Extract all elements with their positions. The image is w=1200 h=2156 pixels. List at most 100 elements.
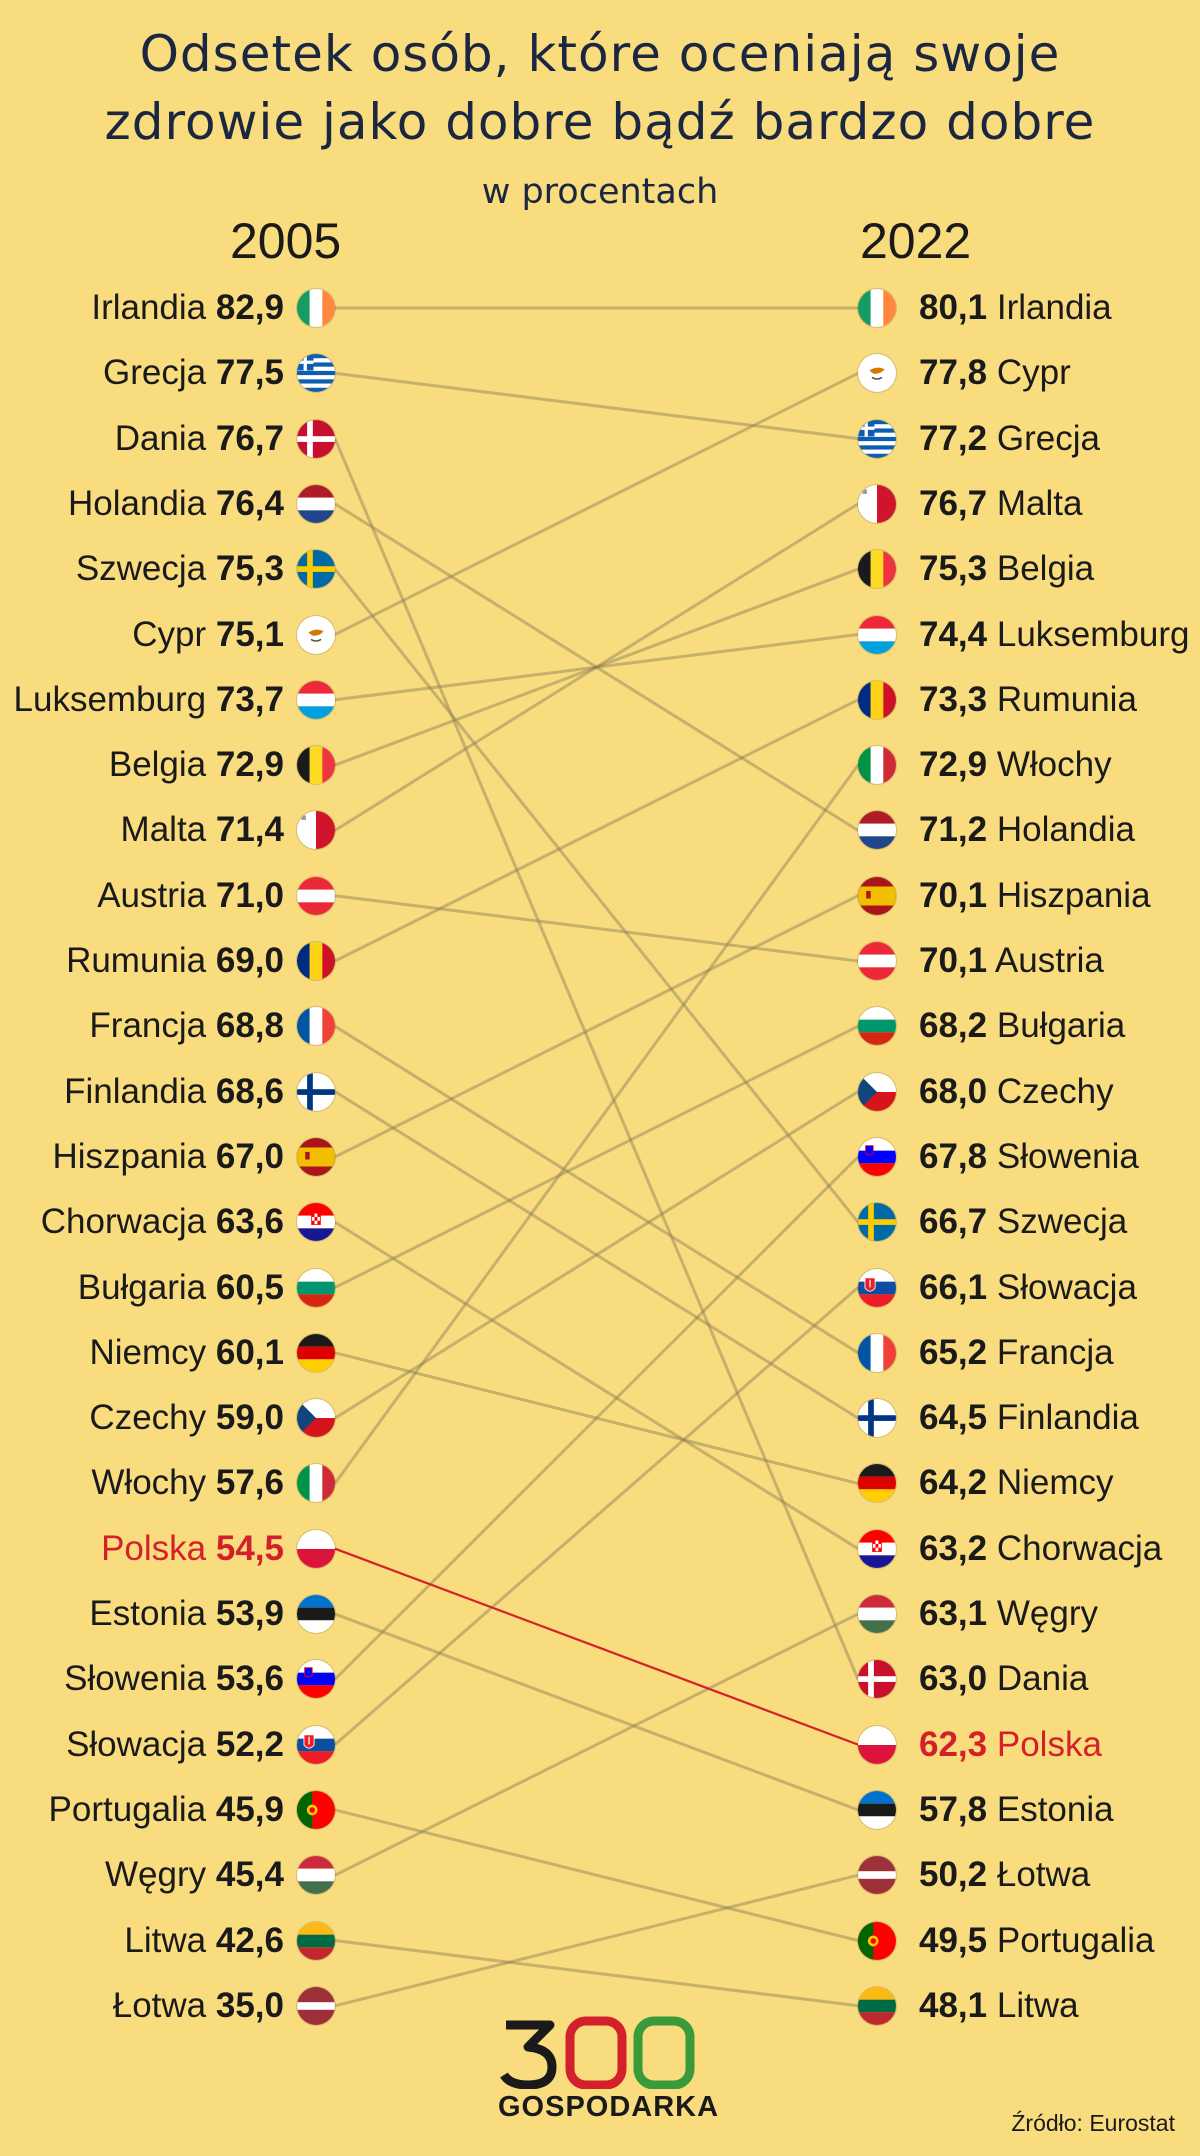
connector-węgry: [334, 1612, 859, 1877]
country-name: Słowacja: [66, 1724, 207, 1764]
country-name: Litwa: [124, 1920, 207, 1960]
value-label: 63,0: [919, 1659, 988, 1699]
value-label: 60,5: [215, 1267, 284, 1307]
country-name: Chorwacja: [40, 1202, 207, 1242]
country-name: Malta: [996, 483, 1083, 523]
flag-lu-icon: [297, 680, 335, 719]
value-label: 76,7: [215, 418, 284, 458]
source-note: Źródło: Eurostat: [1011, 2110, 1175, 2136]
row-2022-be: 75,3 Belgia: [919, 549, 1094, 589]
value-label: 72,9: [919, 745, 988, 785]
connector-holandia: [334, 502, 859, 832]
row-2022-ie: 80,1 Irlandia: [919, 288, 1112, 328]
row-2005-bg: Bułgaria 60,5: [78, 1268, 284, 1308]
country-name: Dania: [996, 1659, 1089, 1699]
country-name: Holandia: [996, 810, 1136, 850]
flag-se-icon: [858, 1203, 896, 1242]
connector-rumunia: [334, 698, 859, 963]
row-2005-lt: Litwa 42,6: [124, 1921, 284, 1961]
country-name: Cypr: [132, 614, 207, 654]
flag-ie-icon: [297, 289, 335, 327]
row-2022-lu: 74,4 Luksemburg: [919, 615, 1189, 655]
country-name: Hiszpania: [52, 1136, 207, 1176]
country-name: Włochy: [91, 1463, 207, 1503]
value-label: 50,2: [919, 1855, 988, 1895]
row-2022-lv: 50,2 Łotwa: [919, 1855, 1090, 1895]
flag-fr-icon: [297, 1007, 335, 1046]
flag-at-icon: [858, 942, 896, 980]
country-name: Holandia: [67, 483, 207, 523]
value-label: 67,8: [919, 1136, 988, 1176]
country-name: Portugalia: [996, 1920, 1155, 1960]
value-label: 70,1: [919, 941, 988, 980]
value-label: 63,1: [919, 1594, 988, 1633]
value-label: 75,3: [215, 549, 284, 589]
country-name: Finlandia: [996, 1398, 1139, 1438]
row-2022-hr: 63,2 Chorwacja: [919, 1529, 1162, 1569]
value-label: 71,4: [215, 810, 284, 850]
connector-finlandia: [334, 1090, 859, 1420]
country-name: Czechy: [89, 1398, 207, 1438]
value-label: 65,2: [919, 1332, 988, 1372]
row-2022-it: 72,9 Włochy: [919, 745, 1112, 785]
flag-es-icon: [297, 1137, 335, 1176]
row-2005-lv: Łotwa 35,0: [113, 1986, 284, 2026]
row-2005-si: Słowenia 53,6: [64, 1659, 284, 1699]
flag-fi-icon: [297, 1072, 335, 1111]
connector-bułgaria: [334, 1024, 859, 1289]
value-label: 64,5: [919, 1398, 988, 1438]
connector-chorwacja: [334, 1220, 859, 1550]
country-name: Estonia: [89, 1594, 207, 1633]
connector-polska: [334, 1547, 859, 1746]
value-label: 76,7: [919, 483, 988, 523]
value-label: 67,0: [215, 1136, 284, 1176]
flag-gr-icon: [858, 419, 896, 458]
value-label: 68,0: [919, 1071, 988, 1111]
flag-bg-icon: [297, 1268, 335, 1307]
flag-sk-icon: [297, 1725, 335, 1764]
flag-fi-icon: [858, 1399, 896, 1438]
flag-nl-icon: [297, 484, 335, 523]
row-2022-fr: 65,2 Francja: [919, 1333, 1114, 1373]
value-label: 72,9: [215, 745, 284, 785]
country-name: Belgia: [996, 549, 1095, 589]
value-label: 76,4: [215, 483, 284, 523]
logo-300-mark: [500, 2016, 695, 2089]
value-label: 54,5: [215, 1528, 284, 1568]
row-2005-sk: Słowacja 52,2: [66, 1725, 284, 1765]
country-name: Słowenia: [996, 1136, 1139, 1176]
flag-hr-icon: [297, 1203, 335, 1242]
row-2005-dk: Dania 76,7: [115, 419, 284, 459]
value-label: 52,2: [215, 1724, 284, 1764]
country-name: Chorwacja: [996, 1528, 1163, 1568]
row-2022-gr: 77,2 Grecja: [919, 419, 1100, 459]
flag-mt-icon: [297, 811, 335, 850]
country-name: Bułgaria: [77, 1267, 207, 1307]
row-2022-pl: 62,3 Polska: [919, 1725, 1102, 1765]
row-2005-hu: Węgry 45,4: [105, 1855, 284, 1895]
value-label: 45,9: [215, 1789, 284, 1829]
row-2005-at: Austria 71,0: [97, 876, 284, 916]
flag-pl-icon: [858, 1725, 896, 1764]
flag-se-icon: [297, 550, 335, 589]
country-name: Hiszpania: [996, 875, 1151, 915]
row-2005-gr: Grecja 77,5: [103, 353, 284, 393]
row-2022-bg: 68,2 Bułgaria: [919, 1006, 1125, 1046]
row-2022-si: 67,8 Słowenia: [919, 1137, 1139, 1177]
flag-nl-icon: [858, 811, 896, 850]
value-label: 63,2: [919, 1528, 988, 1568]
flag-bg-icon: [858, 1007, 896, 1046]
connector-łotwa: [334, 1873, 859, 2008]
flag-pt-icon: [858, 1921, 896, 1960]
country-name: Czechy: [996, 1071, 1114, 1111]
flag-lt-icon: [858, 1986, 896, 2025]
connector-szwecja: [333, 568, 860, 1224]
value-label: 73,7: [215, 679, 284, 719]
row-2005-fr: Francja 68,8: [89, 1006, 284, 1046]
value-label: 53,9: [215, 1594, 284, 1633]
flag-hu-icon: [297, 1856, 335, 1895]
row-2005-ee: Estonia 53,9: [89, 1594, 284, 1634]
connector-cypr: [334, 371, 859, 636]
